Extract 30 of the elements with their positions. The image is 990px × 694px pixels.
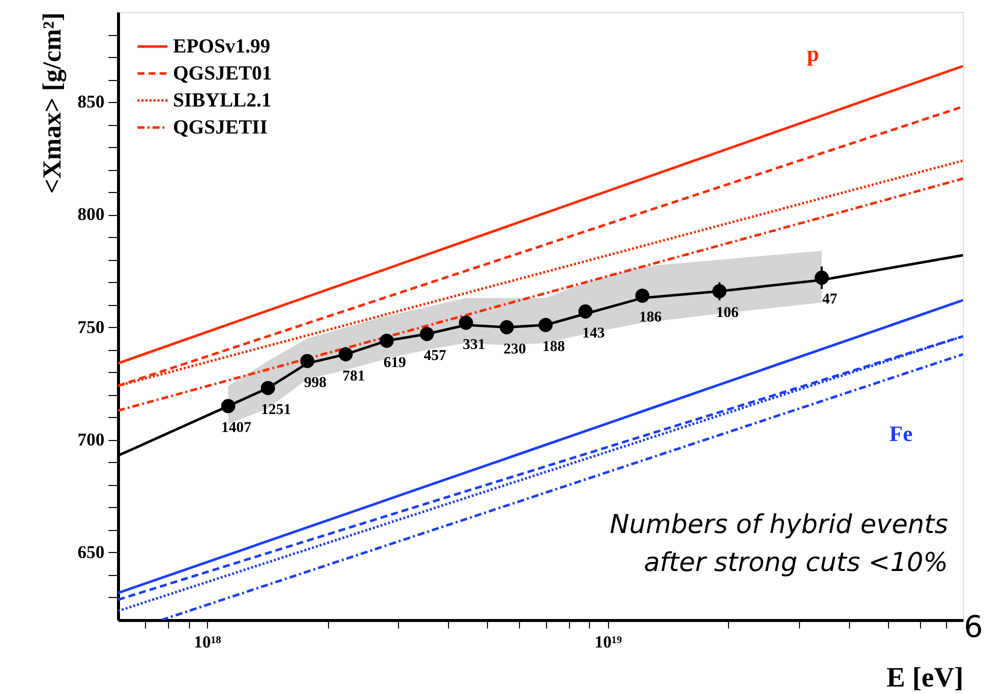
annotation: Numbers of hybrid events after strong cuts <10% (610, 510, 948, 578)
annotation: 331 (462, 336, 486, 353)
annotation: 1251 (260, 402, 291, 418)
legend-label: EPOSv1.99 (173, 36, 270, 58)
x-axis-title: E [eV] (886, 662, 964, 694)
annotation: 781 (342, 368, 365, 384)
annotation: Fe (889, 421, 913, 446)
y-tick-label: 650 (78, 542, 104, 562)
legend-label: QGSJET01 (173, 62, 272, 84)
y-axis-title: <Xmax> [g/cm²] (38, 12, 66, 194)
legend-label: SIBYLL2.1 (173, 90, 272, 112)
annotation: 998 (304, 375, 327, 392)
y-tick-label: 750 (78, 316, 104, 337)
legend-label: QGSJETII (173, 116, 268, 138)
y-tick-label: 700 (78, 429, 104, 450)
x-tick-label: 10¹⁸ (194, 632, 222, 652)
annotation: 188 (542, 339, 565, 356)
y-tick-label: 800 (78, 204, 104, 224)
annotation: 106 (716, 305, 740, 322)
annotation: 457 (424, 348, 447, 364)
annotation: 143 (582, 325, 605, 342)
annotation: p (806, 41, 820, 66)
y-tick-label: 850 (78, 92, 104, 112)
x-tick-label: 10¹⁹ (594, 632, 622, 652)
annotation: 1407 (221, 420, 252, 436)
annotation: 6 (964, 610, 983, 645)
annotation: 47 (822, 292, 838, 308)
annotation: 619 (384, 354, 406, 371)
annotation: 186 (639, 310, 662, 326)
annotation: 230 (504, 341, 526, 358)
